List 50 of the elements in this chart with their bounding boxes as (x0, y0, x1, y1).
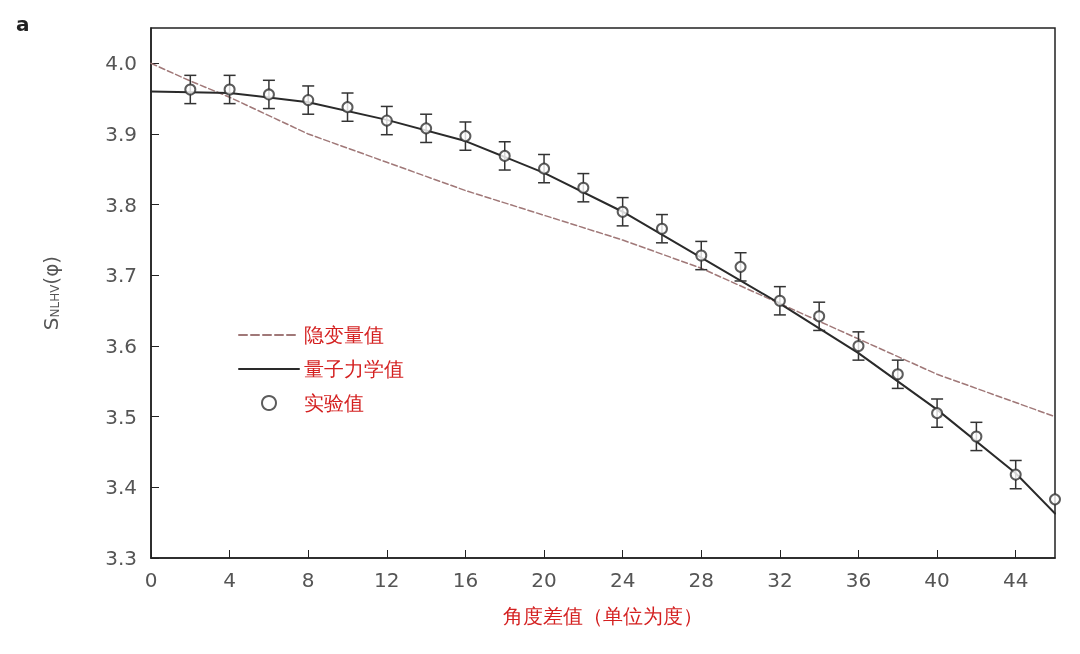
x-tick-label: 8 (301, 568, 315, 592)
point (538, 162, 551, 175)
x-tick-label: 40 (924, 568, 950, 592)
point (302, 94, 315, 107)
y-tick-label: 3.4 (105, 475, 137, 500)
y-tick-label: 4.0 (105, 51, 137, 76)
point (852, 340, 865, 352)
point (734, 260, 747, 273)
line-series (150, 62, 1056, 418)
point (420, 122, 433, 135)
text: a (16, 12, 30, 36)
point (931, 407, 944, 420)
y-tick-label: 3.8 (105, 192, 137, 217)
y-tick-label: 3.6 (105, 334, 137, 358)
point (380, 114, 393, 127)
x-tick-label: 44 (1002, 568, 1029, 592)
x-tick-label: 28 (688, 568, 714, 592)
point (577, 181, 590, 194)
x-tick-label: 4 (223, 568, 236, 592)
point (891, 368, 904, 381)
point (970, 430, 983, 443)
x-tick-label: 32 (767, 568, 793, 592)
x-tick-label: 12 (374, 568, 400, 592)
x-tick-label: 36 (845, 568, 872, 592)
y-tick-label: 3.3 (105, 546, 137, 570)
point (498, 149, 511, 162)
x-tick-label: 20 (531, 568, 557, 592)
point (813, 310, 826, 323)
point (341, 101, 354, 114)
point (459, 130, 472, 143)
point (695, 249, 708, 262)
point (616, 205, 629, 218)
x-tick-label: 24 (609, 568, 636, 592)
x-axis-title: 角度差值（单位为度） (503, 604, 703, 628)
point (184, 83, 197, 96)
legend-label: 量子力学值 (304, 357, 404, 381)
point (262, 88, 275, 101)
y-tick-label: 3.5 (105, 404, 137, 429)
point (1009, 468, 1022, 481)
point (773, 294, 786, 307)
y-tick-label: 3.7 (105, 263, 137, 288)
legend-label: 实验值 (304, 391, 364, 415)
point (223, 83, 236, 96)
y-axis-title: SNLHV(φ) (39, 255, 63, 331)
point (655, 222, 668, 235)
legend-label: 隐变量值 (304, 323, 384, 347)
point (1049, 493, 1061, 506)
x-tick-label: 16 (452, 568, 479, 592)
x-tick-label: 0 (144, 568, 158, 592)
y-tick-label: 3.9 (105, 122, 137, 146)
